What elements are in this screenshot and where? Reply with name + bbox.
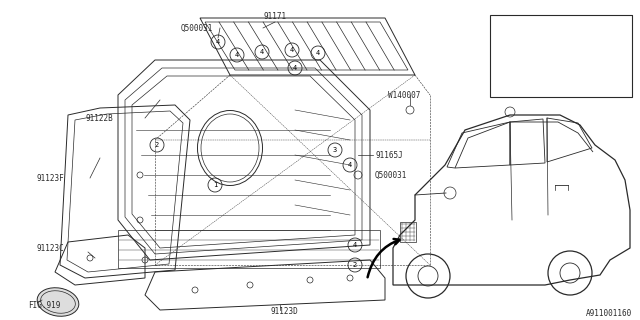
Text: 91160F*A: 91160F*A [522,21,559,30]
Text: W140007: W140007 [388,91,420,100]
Text: 2: 2 [500,41,506,50]
Ellipse shape [37,288,79,316]
Text: 1: 1 [500,21,506,30]
Text: 91160F*B: 91160F*B [522,41,559,50]
Text: A911001160: A911001160 [586,309,632,318]
Text: 91122E: 91122E [522,82,550,91]
Text: 91165J: 91165J [375,150,403,159]
Text: 4: 4 [316,50,320,56]
Text: FIG.919: FIG.919 [28,300,60,309]
FancyBboxPatch shape [490,15,632,97]
Text: Q500031: Q500031 [181,23,213,33]
Text: W130013: W130013 [522,62,554,71]
Text: 4: 4 [260,49,264,55]
Text: 4: 4 [290,47,294,53]
Text: 91123D: 91123D [270,308,298,316]
Text: 91123C: 91123C [36,244,64,252]
Text: 4: 4 [293,65,297,71]
Text: 4: 4 [500,82,506,91]
Text: 4: 4 [353,242,357,248]
Text: 1: 1 [213,182,217,188]
Text: 91171: 91171 [263,12,286,20]
Text: 3: 3 [500,62,506,71]
Text: 91123F: 91123F [36,173,64,182]
Text: 2: 2 [353,262,357,268]
Text: 3: 3 [333,147,337,153]
Text: 4: 4 [235,52,239,58]
Text: 4: 4 [348,162,352,168]
Text: 4: 4 [216,39,220,45]
Text: 91122B: 91122B [85,114,113,123]
Text: 2: 2 [155,142,159,148]
Text: Q500031: Q500031 [375,171,408,180]
